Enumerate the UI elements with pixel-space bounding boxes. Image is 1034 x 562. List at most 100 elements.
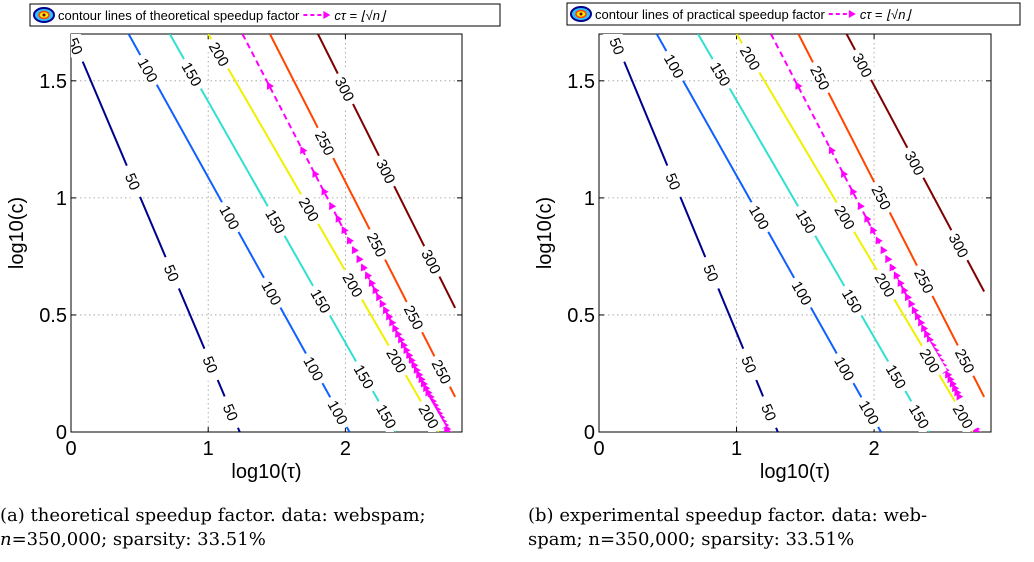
panel-a-level-label-bg — [157, 253, 188, 292]
panel-b-legend-contour-icon-core — [579, 12, 583, 16]
panel-a-y-tick-label: 0.5 — [39, 305, 67, 327]
panel-b-guide-marker — [857, 202, 865, 211]
panel-b-guide-marker — [889, 263, 897, 272]
panel-b-level-label-bg — [853, 392, 886, 432]
panel-a-guide-marker — [312, 169, 320, 178]
panel-a-level-label-50: 50 — [219, 402, 241, 424]
panel-a-guide-marker — [400, 340, 408, 349]
panel-a-level-label-bg — [380, 341, 414, 380]
panel-b-level-label-bg — [828, 349, 862, 388]
panel-a-guide-marker — [379, 299, 387, 308]
panel-b-x-tick-label: 1 — [731, 438, 742, 460]
panel-b-guide-marker — [975, 428, 982, 432]
panel-b-level-label-bg — [903, 396, 937, 432]
caption-b-detail: =350,000; sparsity: 33.51% — [599, 529, 855, 550]
panel-b-guide-marker — [924, 329, 932, 338]
panel-b-guide-marker — [870, 226, 878, 235]
panel-b-level-label-bg — [734, 38, 768, 78]
panel-b-guide-marker — [945, 370, 953, 379]
panel-a-guide-marker — [413, 365, 421, 374]
panel-b-guide-marker — [956, 392, 964, 401]
panel-b-y-axis-label: log10(c) — [534, 197, 556, 269]
panel-b-guide-marker — [918, 318, 926, 327]
panel-b-legend-entry-contours: contour lines of practical speedup facto… — [595, 7, 825, 22]
panel-b-guide-marker — [864, 214, 872, 223]
panel-a-legend-guide-marker — [323, 11, 331, 19]
panel-b-level-label-50: 50 — [661, 171, 683, 193]
panel-a-legend-entry-guide: cτ = ⌊√n⌋ — [334, 8, 387, 23]
panel-a-guide-marker — [356, 255, 364, 264]
caption-a-line1: (a) theoretical speedup factor. data: we… — [0, 504, 520, 528]
panel-b-guide-marker — [880, 246, 888, 255]
panel-b-legend-entry-guide: cτ = ⌊√n⌋ — [860, 7, 913, 22]
panel-a-x-tick-label: 1 — [203, 438, 214, 460]
panel-a-level-label-bg — [337, 265, 370, 304]
panel-b-guide-marker — [875, 236, 883, 245]
panel-a-level-label-bg — [309, 123, 342, 163]
panel-a-guide-marker — [418, 375, 426, 384]
panel-a-level-label-bg — [426, 352, 458, 391]
panel-b-level-label-bg — [914, 341, 947, 380]
panel-b-guide-marker — [954, 388, 962, 397]
panel-a-level-label-bg — [196, 345, 226, 384]
panel-a-guide-marker — [346, 236, 354, 245]
panel-b-level-label-bg — [658, 46, 691, 86]
caption-a-n: n — [0, 529, 12, 550]
panel-b-level-label-bg — [734, 345, 765, 384]
panel-b-guide-marker — [897, 278, 905, 288]
panel-a-level-label-bg — [398, 297, 431, 337]
panel-a-legend: contour lines of theoretical speedup fac… — [29, 3, 501, 27]
panel-a-guide-marker — [360, 263, 368, 272]
panel-b-guide-marker — [795, 81, 803, 90]
panel-b-y-tick-label: 0.5 — [567, 305, 595, 327]
caption-a-line2: n=350,000; sparsity: 33.51% — [0, 528, 520, 552]
panel-a-level-label-bg — [370, 151, 403, 191]
panel-b-level-label-50: 50 — [605, 36, 627, 58]
panel-a-level-label-bg — [259, 201, 293, 241]
panel-a-level-label-bg — [293, 189, 326, 229]
panel-b-level-label-bg — [743, 197, 777, 237]
panel-a-level-label-50: 50 — [160, 262, 182, 284]
panel-a-level-label-bg — [305, 281, 338, 320]
panel-b-legend-box — [566, 2, 1021, 26]
caption-b-detail-prefix: spam; n — [528, 529, 600, 550]
panel-b-guide-marker — [926, 335, 934, 344]
panel-a-x-tick-label: 0 — [65, 438, 76, 460]
panel-b-level-label-bg — [658, 162, 689, 201]
panel-b-guide-marker — [885, 255, 893, 264]
panel-a-level-label-bg — [322, 392, 355, 432]
caption-a-text: theoretical speedup factor. data: webspa… — [30, 505, 426, 526]
panel-b-level-label-bg — [847, 45, 880, 85]
panel-a-guide-marker — [420, 379, 428, 388]
panel-b-level-label-bg — [899, 143, 932, 182]
panel-b-y-tick-label: 1 — [584, 188, 595, 210]
panel-a-guide-marker — [425, 388, 433, 397]
panel-a-level-label-bg — [361, 225, 394, 264]
panel-a-guide-marker — [423, 384, 431, 393]
panel-a-guide-marker — [411, 361, 419, 370]
panel-a-level-label-bg — [256, 273, 289, 312]
panel-a-guide-marker — [416, 370, 424, 379]
panel-b-legend-guide-marker — [848, 10, 856, 18]
panel-a-guide-marker — [408, 356, 416, 365]
panel-b-level-label-bg — [908, 261, 941, 300]
panel-b-guide-marker — [893, 271, 901, 280]
panel-b-guide-marker — [841, 169, 849, 178]
panel-b-guide-marker — [952, 384, 960, 393]
panel-a-guide-marker — [448, 432, 455, 440]
panel-b-level-label-bg — [866, 178, 898, 217]
panel-b-guide-marker — [911, 306, 919, 315]
caption-a-detail: =350,000; sparsity: 33.51% — [11, 529, 266, 550]
panel-b-level-label-bg — [790, 201, 823, 241]
panel-b-y-tick-label: 0 — [584, 422, 595, 444]
panel-a-level-label-bg — [298, 349, 331, 388]
panel-b-level-label-bg — [602, 34, 633, 66]
panel-a-guide-marker — [300, 146, 308, 155]
panel-a-guide-marker — [382, 306, 391, 315]
panel-a-legend-contour-icon-core — [42, 13, 46, 17]
panel-a-level-label-bg — [413, 396, 446, 432]
panel-b-level-label-bg — [943, 225, 976, 265]
caption-b: (b) experimental speedup factor. data: w… — [528, 504, 1034, 552]
panel-b-guide-marker — [949, 379, 957, 388]
